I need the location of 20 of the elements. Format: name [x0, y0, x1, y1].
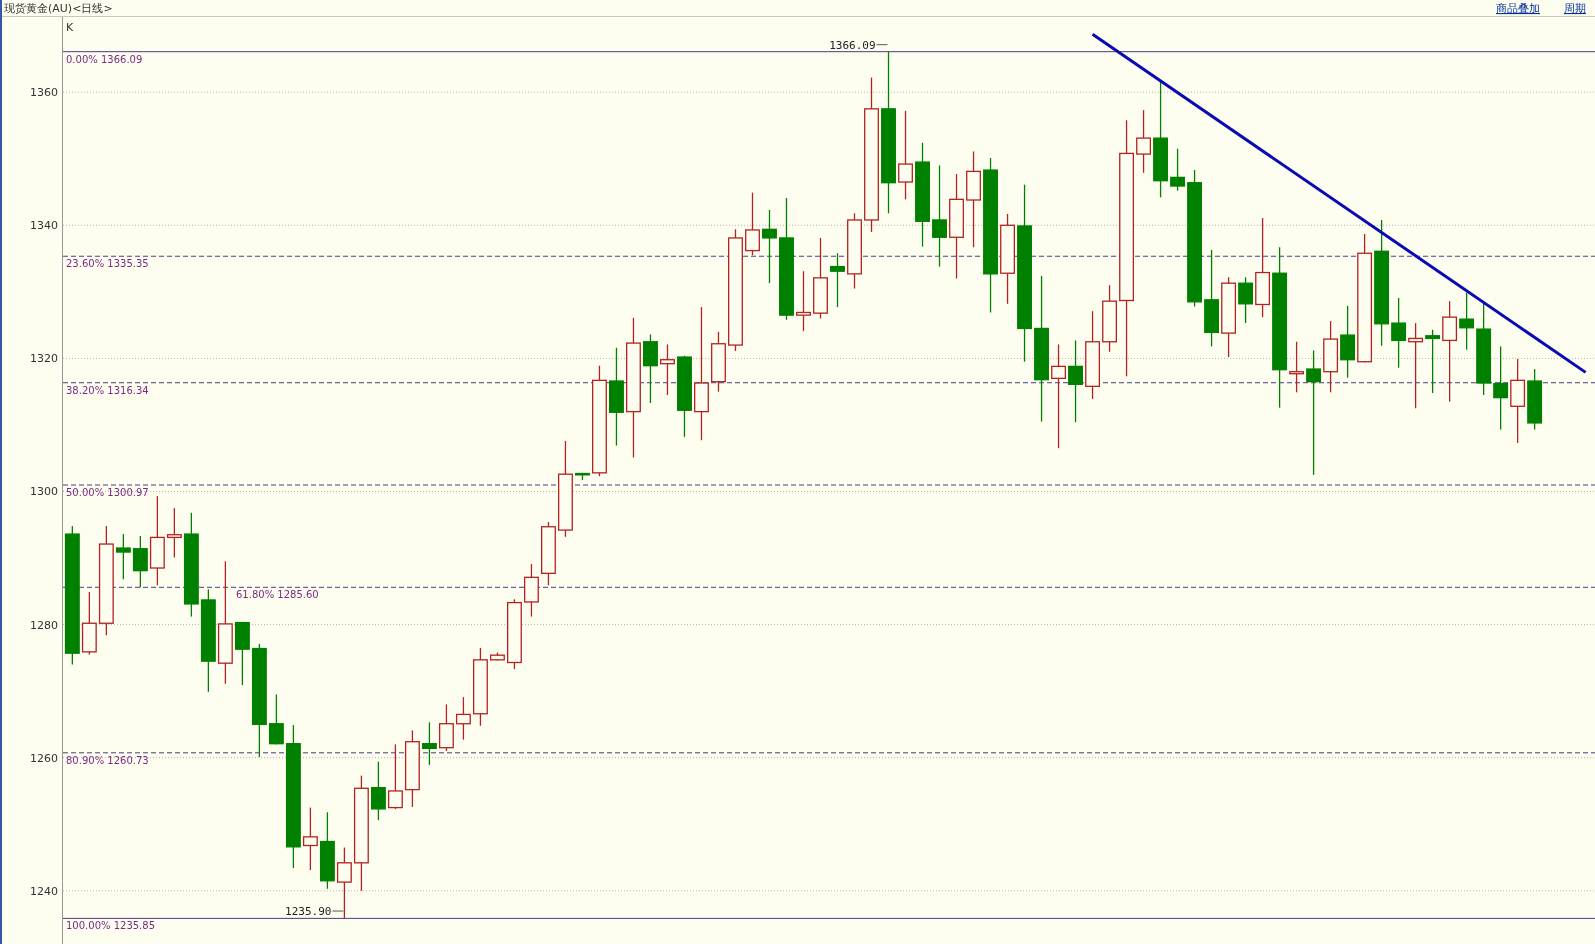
text: 周期 — [1564, 2, 1586, 15]
text: 商品叠加 — [1496, 2, 1540, 15]
y-tick-label: 1340 — [30, 219, 58, 233]
ref-line-label: 23.60% 1335.35 — [66, 258, 149, 270]
annotation: 1366.09 — [829, 38, 876, 52]
y-tick-label: 1360 — [30, 86, 58, 100]
y-tick-label: 1320 — [30, 352, 58, 366]
chart-title: 现货黄金(AU)<日线> — [4, 2, 113, 15]
ref-line-label: 80.90% 1260.73 — [66, 754, 149, 766]
annotation: K — [66, 21, 74, 34]
y-tick-label: 1260 — [30, 751, 58, 765]
annotation: 1235.90 — [285, 905, 332, 919]
y-tick-label: 1240 — [30, 884, 58, 898]
y-tick-label: 1300 — [30, 485, 58, 499]
ref-line-label: 0.00% 1366.09 — [66, 53, 143, 65]
ref-line-label: 38.20% 1316.34 — [66, 384, 149, 396]
ref-line-label: 100.00% 1235.85 — [66, 920, 156, 932]
ref-line-label: 50.00% 1300.97 — [66, 487, 149, 499]
ref-line-label: 61.80% 1285.60 — [236, 589, 319, 601]
y-tick-label: 1280 — [30, 618, 58, 632]
